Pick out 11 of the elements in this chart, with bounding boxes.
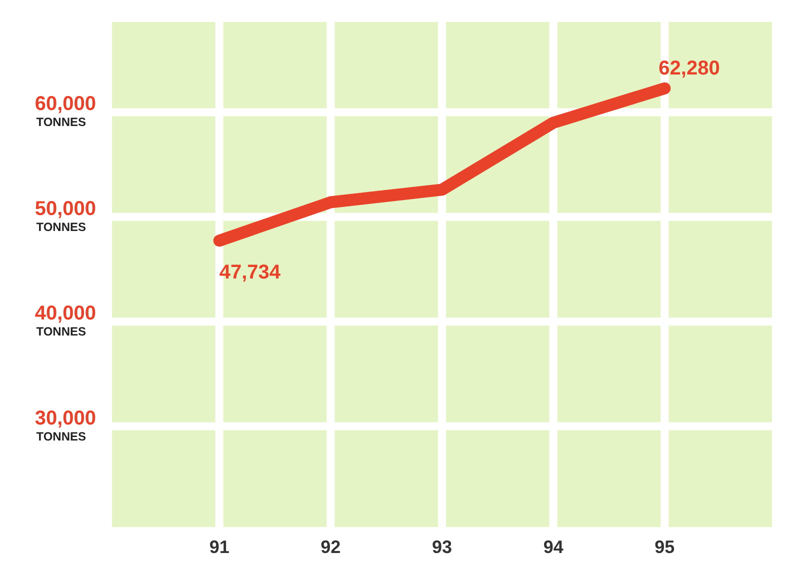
x-tick-label: 91 — [209, 537, 230, 557]
x-tick-label: 92 — [320, 537, 341, 557]
x-tick-label: 94 — [543, 537, 564, 557]
y-tick-label: 30,000 TONNES — [34, 407, 96, 444]
y-tick-label: 40,000 TONNES — [34, 302, 96, 339]
x-tick-label: 95 — [654, 537, 675, 557]
y-tick-label: 60,000 TONNES — [34, 93, 96, 130]
y-tick-label: 50,000 TONNES — [34, 198, 96, 234]
x-tick-label: 93 — [432, 537, 452, 557]
data-label: 62,280 — [658, 57, 720, 80]
data-label: 47,734 — [219, 262, 282, 284]
